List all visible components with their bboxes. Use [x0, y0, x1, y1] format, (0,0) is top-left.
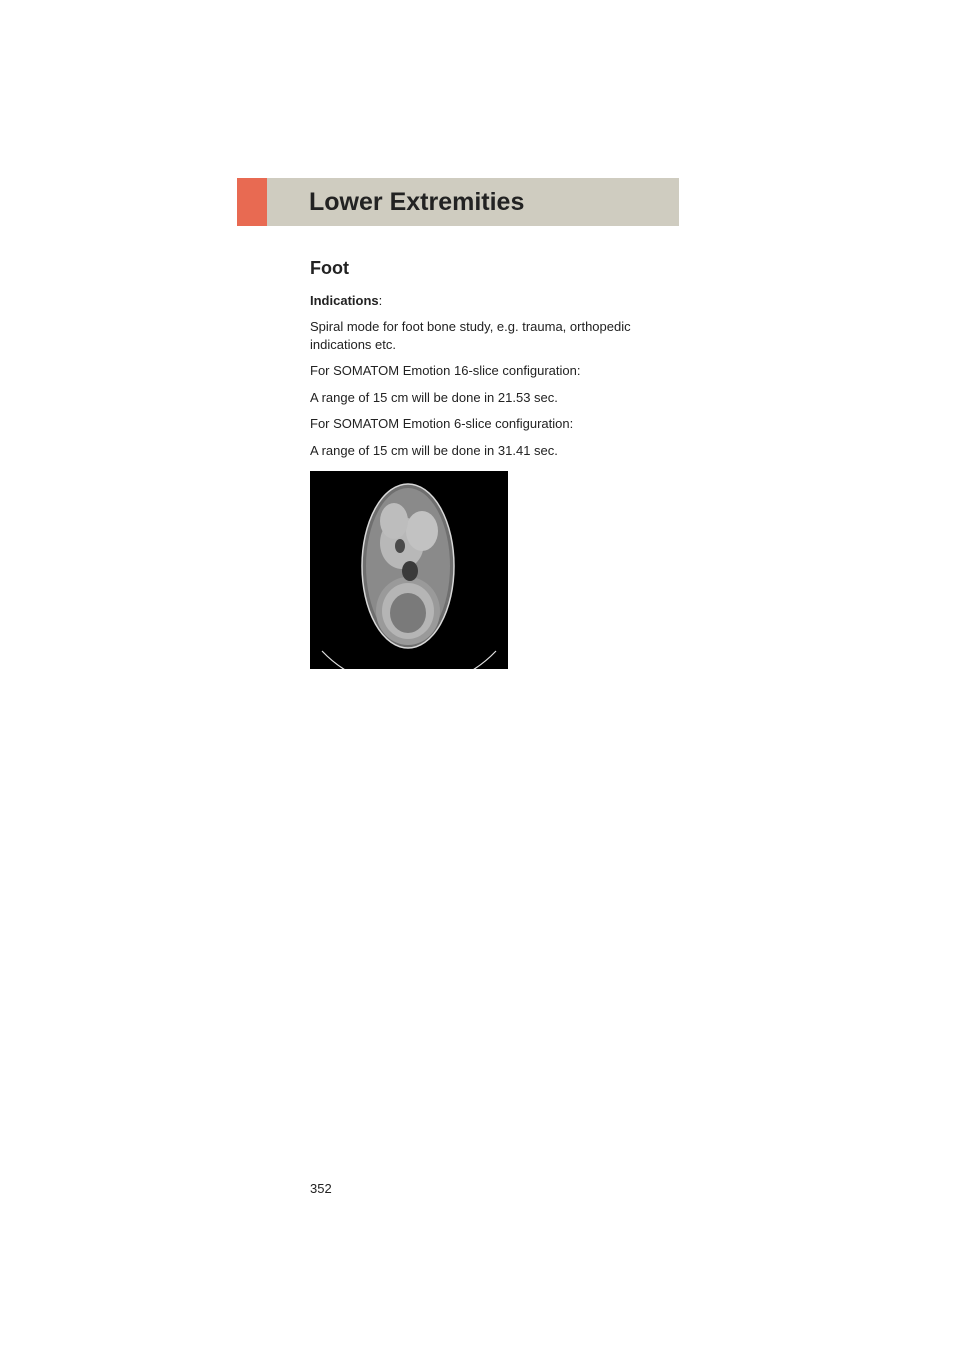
header-accent-block — [237, 178, 267, 226]
body-paragraph: For SOMATOM Emotion 16-slice configurati… — [310, 362, 680, 380]
indications-colon: : — [379, 293, 383, 308]
body-paragraph: For SOMATOM Emotion 6-slice configuratio… — [310, 415, 680, 433]
chapter-header-bar: Lower Extremities — [237, 178, 679, 226]
section-title: Foot — [310, 258, 680, 279]
ct-scan-svg — [310, 471, 508, 669]
chapter-title: Lower Extremities — [309, 188, 524, 217]
page-number: 352 — [310, 1181, 332, 1196]
indications-label: Indications — [310, 293, 379, 308]
body-paragraph: A range of 15 cm will be done in 31.41 s… — [310, 442, 680, 460]
indications-subheading: Indications: — [310, 293, 680, 308]
ct-scan-figure — [310, 471, 508, 669]
page-content: Foot Indications: Spiral mode for foot b… — [310, 258, 680, 669]
body-paragraph: A range of 15 cm will be done in 21.53 s… — [310, 389, 680, 407]
body-paragraph: Spiral mode for foot bone study, e.g. tr… — [310, 318, 680, 353]
